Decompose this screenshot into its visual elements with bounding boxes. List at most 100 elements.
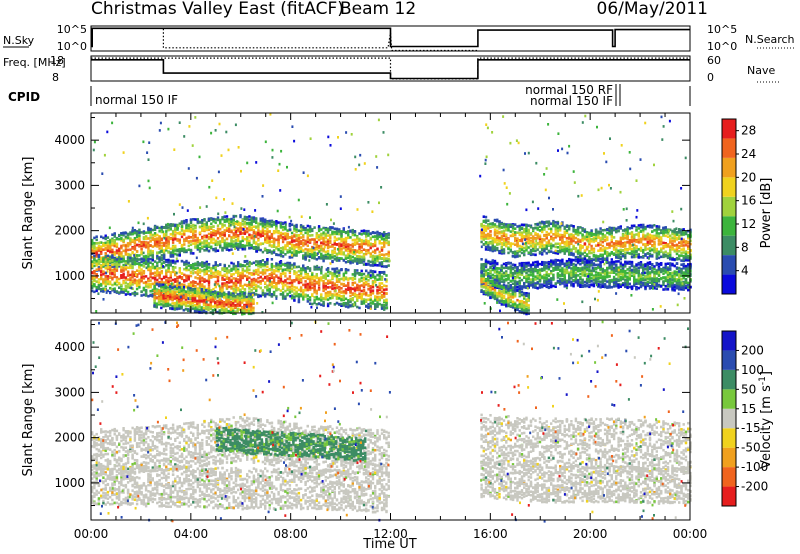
power-cell-3010	[214, 271, 217, 274]
power-cell-4342	[166, 304, 170, 308]
power-cell-1217	[261, 242, 265, 245]
power-cell-4178	[378, 302, 381, 306]
power-cell-859	[210, 231, 213, 234]
power-cell-1672	[324, 234, 327, 237]
power-cell-1106	[246, 216, 249, 219]
power-cell-3292	[252, 261, 256, 265]
power-cell-3659	[304, 271, 307, 275]
power-cell-2909	[198, 282, 202, 286]
power-cell-4387	[173, 291, 176, 294]
power-cell-4385	[173, 288, 176, 291]
power-cell-4138	[371, 281, 375, 284]
power-cell-4062	[360, 289, 363, 293]
power-cell-1177	[255, 218, 258, 221]
power-cell-1539	[306, 233, 309, 236]
power-cell-1897	[356, 259, 359, 262]
power-cell-151	[111, 250, 114, 253]
power-cell-2187	[97, 268, 101, 271]
power-cell-1656	[322, 254, 325, 258]
power-cell-3267	[250, 289, 253, 292]
power-cell-2008	[371, 264, 375, 267]
power-cell-1000	[230, 230, 233, 234]
power-cell-1518	[302, 254, 305, 258]
power-cell-2013	[371, 259, 375, 263]
power-cell-4419	[178, 307, 181, 310]
power-cell-3940	[344, 297, 348, 301]
power-cell-3130	[230, 292, 233, 295]
power-cell-3167	[234, 285, 238, 289]
power-cell-3205	[241, 291, 244, 294]
power-cell-2173	[95, 273, 98, 276]
power-cell-4966	[482, 235, 485, 238]
power-cell-4154	[374, 299, 377, 302]
power-cell-2170	[95, 263, 98, 266]
power-cell-3664	[306, 297, 309, 301]
power-cell-3773	[320, 293, 323, 296]
power-cell-3433	[272, 279, 276, 283]
power-cell-741	[194, 239, 197, 242]
power-cell-1342	[277, 236, 280, 239]
nave-label: Nave	[747, 64, 775, 77]
power-cell-2077	[380, 257, 384, 260]
power-cell-2596	[156, 278, 159, 282]
power-cell-2430	[131, 270, 134, 274]
power-cell-4092	[365, 293, 368, 297]
power-cell-3943	[344, 276, 348, 279]
power-cell-3544	[288, 268, 292, 272]
power-cell-1707	[329, 257, 332, 260]
power-cell-4588	[200, 308, 203, 312]
power-cell-1847	[349, 261, 352, 265]
power-cell-2719	[171, 259, 175, 263]
power-cell-1428	[290, 251, 294, 254]
power-cell-1340	[277, 253, 280, 257]
power-cell-16	[93, 264, 96, 268]
power-cell-285	[129, 248, 132, 251]
power-cell-1083	[241, 235, 244, 239]
power-cell-527	[162, 255, 166, 258]
power-cell-2188	[97, 278, 101, 281]
power-cell-3339	[259, 275, 262, 279]
power-cell-2130	[91, 275, 94, 278]
power-cell-635	[178, 254, 181, 257]
power-cell-2317	[115, 258, 119, 261]
power-cell-3416	[270, 265, 274, 269]
power-cell-1625	[317, 225, 321, 228]
power-cell-846	[207, 217, 211, 221]
power-cell-3288	[252, 282, 256, 285]
power-cell-2177	[97, 255, 101, 259]
power-cell-3603	[297, 269, 301, 273]
power-cell-990	[228, 220, 231, 224]
power-cell-2087	[383, 241, 386, 244]
power-cell-3497	[281, 280, 285, 284]
power-cell-3427	[272, 272, 276, 275]
power-cell-3561	[290, 294, 294, 297]
power-cell-429	[149, 240, 152, 243]
power-cell-2687	[167, 258, 170, 262]
power-cell-1143	[250, 246, 253, 250]
power-cell-981	[228, 248, 231, 252]
power-cell-2538	[147, 262, 150, 266]
power-cell-3566	[290, 279, 294, 283]
power-cell-2343	[120, 257, 123, 261]
power-cell-375	[142, 241, 146, 244]
power-cell-1706	[329, 236, 332, 239]
power-cell-3591	[295, 271, 298, 274]
power-cell-584	[171, 229, 175, 233]
power-cell-2860	[192, 263, 195, 266]
power-cell-4308	[162, 294, 165, 297]
power-cell-1295	[270, 220, 274, 223]
power-cell-794	[201, 236, 204, 240]
power-cell-1709	[329, 241, 332, 245]
power-cell-3753	[317, 278, 321, 281]
power-cell-605	[174, 237, 177, 241]
power-cell-2826	[187, 278, 190, 281]
power-cell-479	[156, 233, 159, 237]
power-cell-2306	[115, 283, 119, 287]
power-cell-4425	[178, 285, 181, 289]
power-cell-3390	[266, 258, 269, 261]
power-cell-1933	[360, 243, 363, 246]
power-cell-4908	[247, 310, 251, 313]
nsky-series-dotted	[162, 28, 478, 52]
power-cell-128	[109, 243, 112, 246]
power-cell-910	[216, 240, 220, 244]
